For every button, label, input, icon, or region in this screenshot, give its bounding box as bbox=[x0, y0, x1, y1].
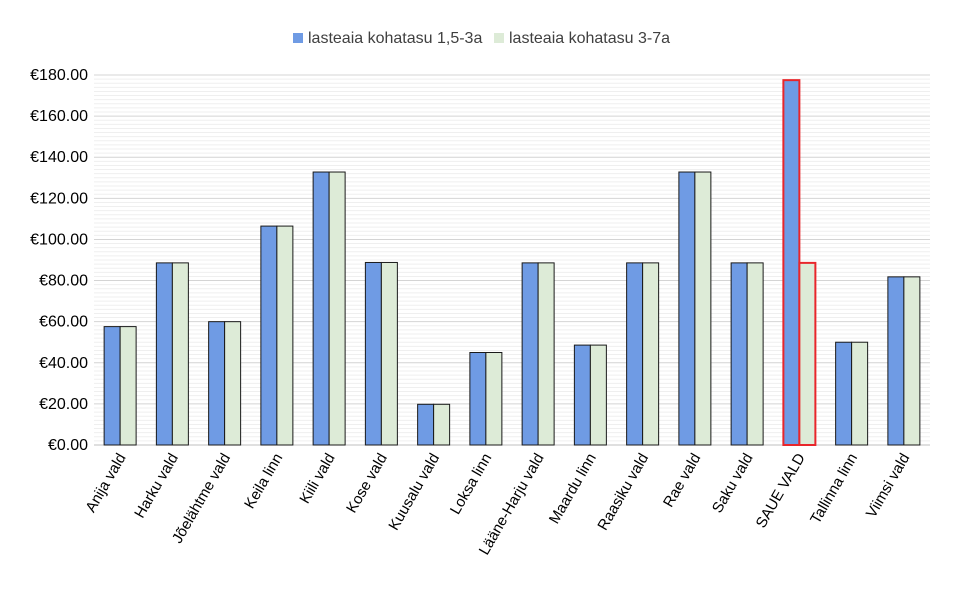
x-category-label: Kuusalu vald bbox=[385, 451, 443, 534]
bar-series1 bbox=[312, 171, 330, 446]
y-tick-label: €120.00 bbox=[30, 190, 88, 207]
y-tick-label: €100.00 bbox=[30, 231, 88, 248]
bar-series2 bbox=[171, 262, 189, 446]
bar-series2 bbox=[433, 403, 451, 446]
legend-label: lasteaia kohatasu 1,5-3a bbox=[308, 30, 482, 47]
legend: lasteaia kohatasu 1,5-3a lasteaia kohatas… bbox=[293, 30, 670, 47]
bar-series1 bbox=[469, 352, 487, 446]
bar-series2 bbox=[798, 261, 817, 446]
bar-series2 bbox=[119, 326, 137, 446]
x-category-label: Rae vald bbox=[660, 451, 704, 511]
bar-series1 bbox=[208, 321, 226, 446]
bar-series1 bbox=[103, 326, 121, 446]
x-category-label: Anija vald bbox=[82, 451, 129, 516]
bar-series1 bbox=[887, 276, 905, 446]
y-tick-labels: €0.00 €20.00 €40.00 €60.00 €80.00 €100.00 €120… bbox=[30, 67, 88, 454]
x-category-label: Kiili vald bbox=[296, 451, 338, 507]
bar-series1 bbox=[626, 262, 644, 446]
bar-series2 bbox=[589, 344, 607, 446]
x-category-label: Tallinna linn bbox=[807, 451, 861, 527]
bar-series1 bbox=[782, 79, 801, 446]
legend-label: lasteaia kohatasu 3-7a bbox=[509, 30, 670, 47]
y-tick-label: €0.00 bbox=[48, 437, 88, 454]
bars bbox=[103, 79, 921, 446]
bar-series1 bbox=[155, 262, 173, 446]
bar-series2 bbox=[485, 352, 503, 446]
x-category-label: Viimsi vald bbox=[863, 451, 913, 521]
x-category-label: Saku vald bbox=[709, 451, 757, 517]
bar-series1 bbox=[835, 341, 853, 446]
bar-series2 bbox=[276, 225, 294, 446]
bar-series2 bbox=[537, 262, 555, 446]
x-category-label: Harku vald bbox=[131, 451, 182, 522]
y-tick-label: €180.00 bbox=[30, 67, 88, 84]
legend-swatch bbox=[293, 33, 303, 43]
bar-series2 bbox=[903, 276, 921, 446]
y-tick-label: €160.00 bbox=[30, 108, 88, 125]
bar-series2 bbox=[380, 261, 398, 446]
y-tick-label: €60.00 bbox=[39, 314, 88, 331]
y-tick-label: €20.00 bbox=[39, 396, 88, 413]
y-tick-label: €140.00 bbox=[30, 149, 88, 166]
x-category-label: Maardu linn bbox=[546, 451, 600, 527]
x-category-label: Raasiku vald bbox=[594, 451, 652, 534]
x-category-label: Keila linn bbox=[241, 451, 286, 512]
bar-series2 bbox=[746, 262, 764, 446]
bar-series2 bbox=[642, 262, 660, 446]
x-category-label: Jõelähtme vald bbox=[169, 451, 234, 547]
bar-series1 bbox=[364, 261, 382, 446]
y-tick-label: €80.00 bbox=[39, 273, 88, 290]
bar-series2 bbox=[851, 341, 869, 446]
bar-series2 bbox=[224, 321, 242, 446]
legend-swatch bbox=[494, 33, 504, 43]
bar-series1 bbox=[417, 403, 435, 446]
bar-series1 bbox=[260, 225, 278, 446]
bar-series2 bbox=[694, 171, 712, 446]
x-category-label: SAUE VALD bbox=[753, 450, 809, 531]
x-category-label: Kose vald bbox=[343, 451, 391, 517]
bar-series2 bbox=[328, 171, 346, 446]
x-category-label: Loksa linn bbox=[447, 451, 495, 518]
bar-series1 bbox=[573, 344, 591, 446]
bar-series1 bbox=[521, 262, 539, 446]
bar-series1 bbox=[730, 262, 748, 446]
y-tick-label: €40.00 bbox=[39, 355, 88, 372]
bar-series1 bbox=[678, 171, 696, 446]
